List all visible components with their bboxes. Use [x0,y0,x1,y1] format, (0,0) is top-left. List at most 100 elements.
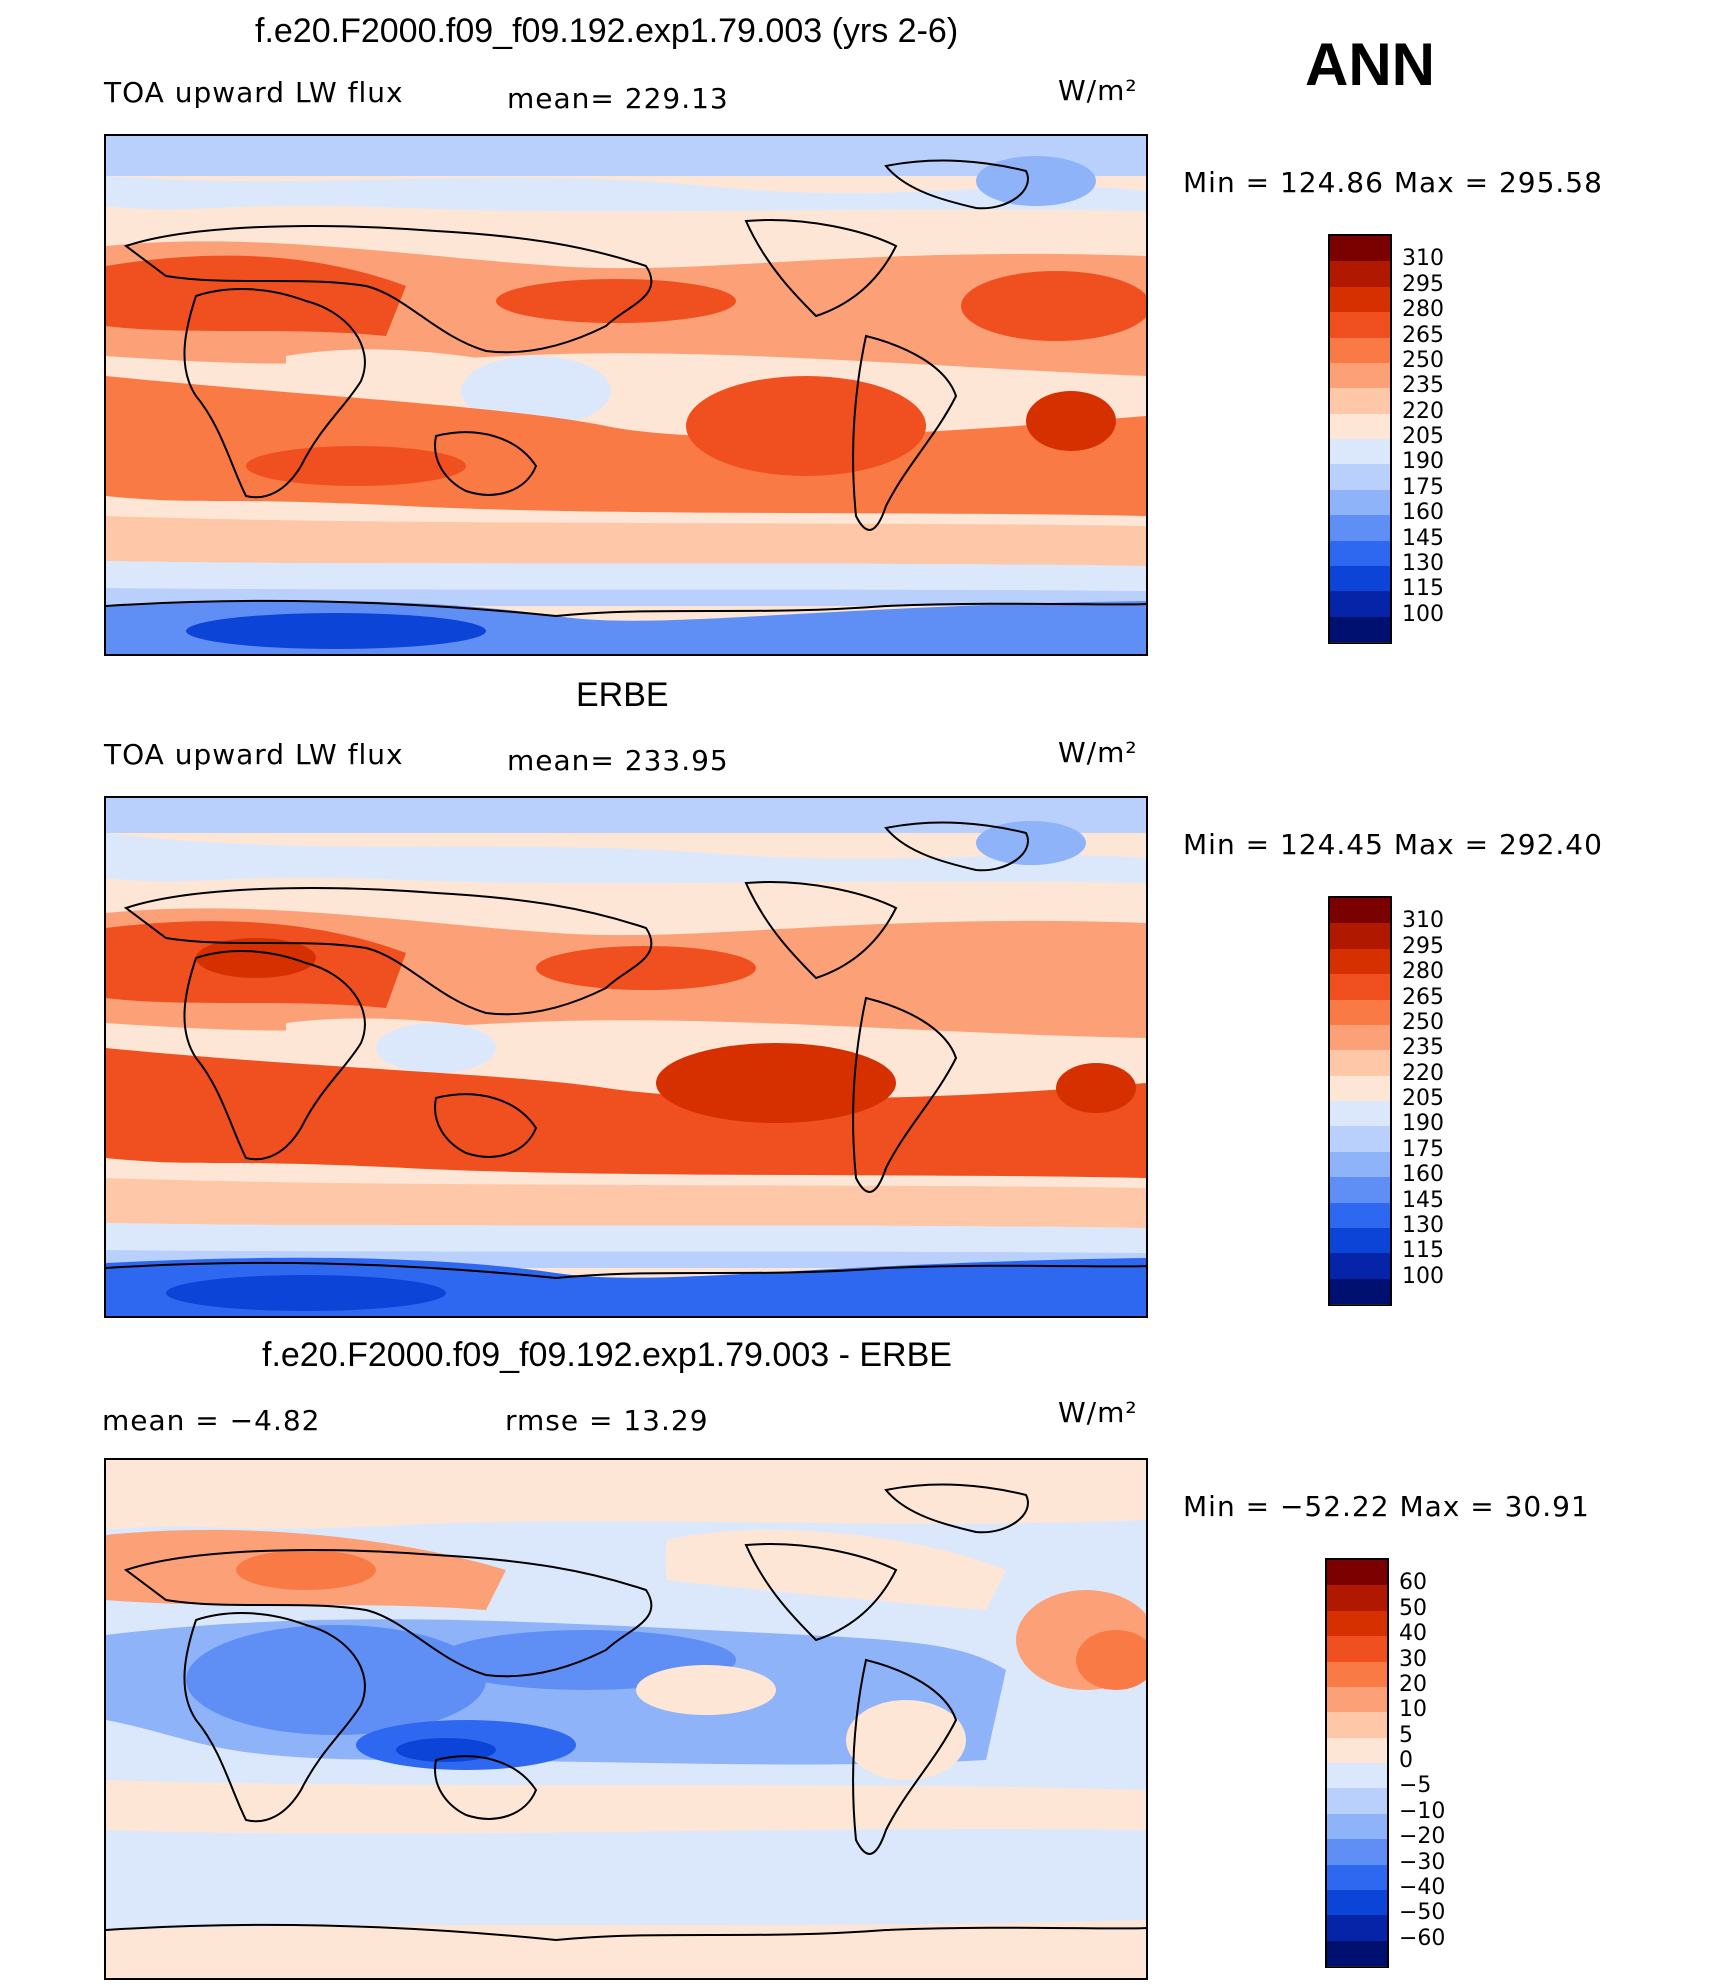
colorbar-swatch [1330,1151,1390,1179]
colorbar-tick-label: 190 [1402,449,1444,475]
colorbar-tick-label: 265 [1402,322,1444,348]
field-npac [536,946,756,990]
field-high-lat-north [106,833,1146,884]
field-epac-pos [636,1665,776,1715]
field-io-neg [186,1625,486,1735]
panel-diff-minmax: Min = −52.22 Max = 30.91 [1183,1490,1590,1523]
field-sepac [656,1043,896,1123]
colorbar-swatch [1330,974,1390,1001]
colorbar-swatch [1327,1940,1387,1967]
colorbar-swatch [1327,1686,1387,1714]
panel-obs-units: W/m² [1058,736,1138,769]
field-npac [496,279,736,323]
colorbar-tick-label: 5 [1399,1722,1413,1748]
field-sio [246,446,466,486]
field-sahara [106,255,406,336]
colorbar-tick-label: 145 [1402,525,1444,551]
colorbar-swatch [1327,1610,1387,1638]
colorbar-tick-label: 115 [1402,576,1444,602]
colorbar-tick-label: −10 [1399,1798,1446,1824]
field-antarctic-plateau [166,1275,446,1311]
season-label: ANN [1305,31,1435,98]
coast-south-america [852,996,958,1193]
coast-antarctica [106,599,1146,618]
coast-australia [434,1093,538,1158]
colorbar-swatch [1330,1227,1390,1255]
field-warm-pool [461,356,611,426]
colorbar-swatch [1330,489,1390,517]
colorbar-swatch [1330,1050,1390,1077]
colorbar-swatch [1330,948,1390,976]
colorbar-tick-label: 190 [1402,1111,1444,1137]
panel-obs-variable: TOA upward LW flux [104,738,404,771]
field-so-2 [106,1223,1146,1253]
colorbar-tick-label: 160 [1402,1162,1444,1188]
coast-antarctica [106,1923,1146,1942]
colorbar-tick-label: 100 [1402,1263,1444,1289]
colorbar-swatch [1330,591,1390,618]
panel-diff-units: W/m² [1058,1396,1138,1429]
coast-africa [183,288,366,499]
panel-model-title: f.e20.F2000.f09_f09.192.exp1.79.003 (yrs… [255,12,959,50]
colorbar-swatch [1330,923,1390,950]
field-arctic [106,1460,1146,1530]
colorbar-tick-label: 10 [1399,1697,1427,1723]
colorbar-swatch [1330,1024,1390,1052]
colorbar-tick-label: 235 [1402,1035,1444,1061]
colorbar-swatch [1327,1889,1387,1917]
colorbar-swatch [1330,565,1390,593]
colorbar-tick-label: −50 [1399,1900,1446,1926]
colorbar-tick-label: 40 [1399,1621,1427,1647]
field-arctic [106,798,1146,833]
coast-eurasia [123,1549,653,1678]
colorbar-tick-label: 160 [1402,500,1444,526]
colorbar-tick-label: 175 [1402,474,1444,500]
colorbar-swatch [1330,1253,1390,1280]
colorbar-swatch [1327,1839,1387,1866]
coast-greenland [884,821,1029,872]
coastlines [106,821,1146,1280]
colorbar-tick-label: 205 [1402,424,1444,449]
map-model-field [106,136,1146,654]
colorbar-tick-label: 130 [1402,1212,1444,1238]
field-satl [1056,1063,1136,1113]
coast-greenland [884,159,1029,210]
field-arabia [196,938,316,978]
colorbar-swatch [1327,1763,1387,1790]
colorbar-swatch [1327,1585,1387,1612]
coast-north-america [744,1543,898,1642]
colorbar-swatch [1327,1737,1387,1764]
map-diff-field [106,1460,1146,1978]
panel-model-variable: TOA upward LW flux [104,76,404,109]
colorbar-swatch [1327,1813,1387,1841]
field-antarctic-plateau [186,613,486,649]
field-sahara-pos [236,1550,376,1590]
colorbar-swatch [1330,1126,1390,1153]
colorbar-swatch [1327,1636,1387,1663]
field-npac-pos [666,1530,1006,1610]
colorbar-swatch [1330,1177,1390,1204]
colorbar-tick-label: −60 [1399,1925,1446,1951]
colorbar-tick-label: −5 [1399,1773,1432,1799]
coast-greenland [884,1483,1029,1534]
coast-south-america [852,334,958,531]
panel-obs-title: ERBE [576,676,669,714]
coast-north-america [744,219,898,318]
panel-model-units: W/m² [1058,74,1138,107]
colorbar-tick-label: 280 [1402,297,1444,323]
panel-model-mean: mean= 229.13 [507,82,729,115]
colorbar-swatch [1327,1712,1387,1739]
colorbar-swatch [1327,1560,1387,1587]
colorbar-tick-label: 115 [1402,1238,1444,1264]
panel-obs-minmax: Min = 124.45 Max = 292.40 [1183,828,1603,861]
map-panel-obs [104,796,1148,1318]
panel-diff-rmse: rmse = 13.29 [505,1404,709,1437]
colorbar-swatch [1330,439,1390,466]
coastlines [106,1483,1146,1942]
coastlines [106,159,1146,618]
colorbar-swatch [1330,1101,1390,1128]
coast-australia [434,1755,538,1820]
colorbar-swatch [1330,1075,1390,1102]
colorbar-swatch [1330,362,1390,390]
field-satl [1026,391,1116,451]
